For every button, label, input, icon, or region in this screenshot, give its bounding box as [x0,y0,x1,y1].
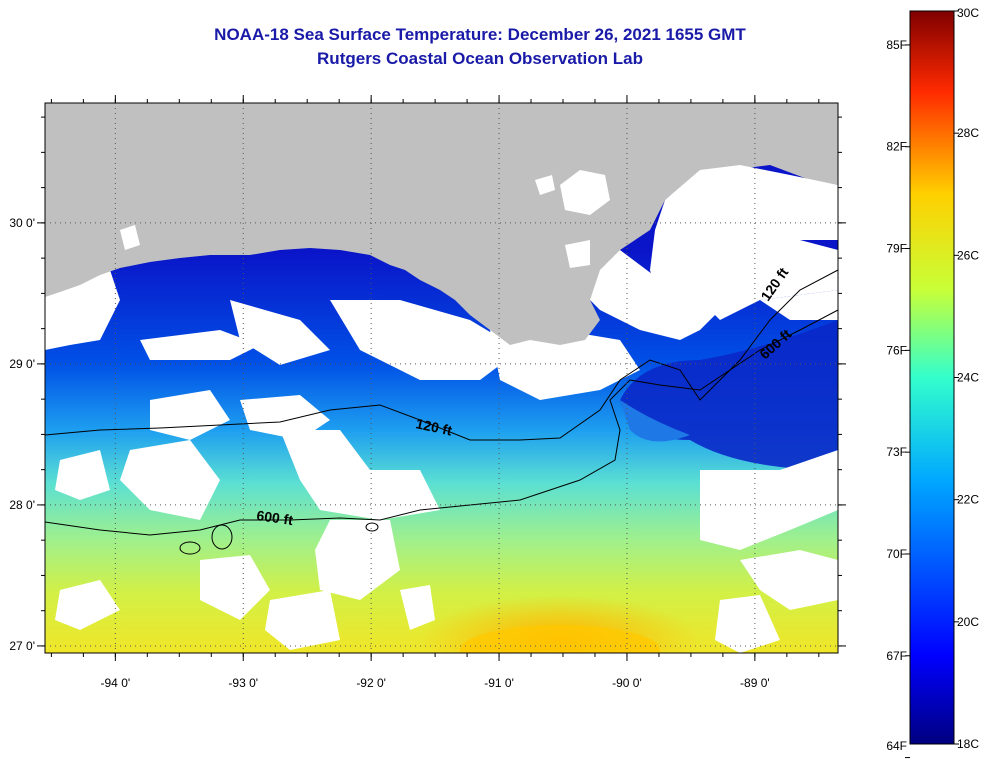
colorbar-label-fahrenheit: 70F [886,547,907,561]
depth-contours [45,269,838,555]
colorbar-label-fahrenheit: 82F [886,140,907,154]
colorbar-label-celsius: 30C [957,6,979,20]
colorbar-label-fahrenheit: 73F [886,445,907,459]
colorbar-celsius-labels: 30C 28C 26C 24C 22C 20C 18C [954,6,979,751]
colorbar [909,10,955,745]
colorbar-label-fahrenheit: 67F [886,649,907,663]
axis-ticks [37,95,846,661]
longitude-label: -93 0' [228,676,258,690]
longitude-label: -94 0' [101,676,131,690]
longitude-label: -89 0' [740,676,770,690]
latitude-labels: 30 0' 29 0' 28 0' 27 0' [9,216,35,653]
latitude-label: 30 0' [9,216,35,230]
latitude-label: 28 0' [9,498,35,512]
contour-label-600-west: 600 ft [256,507,295,528]
latitude-label: 29 0' [9,357,35,371]
contour-120ft [45,269,838,441]
colorbar-label-celsius: 22C [957,493,979,507]
colorbar-label-celsius: 26C [957,248,979,262]
map-subtitle: Rutgers Coastal Ocean Observation Lab [317,49,643,68]
colorbar-label-fahrenheit: 64F [886,739,907,753]
colorbar-label-fahrenheit: 85F [886,38,907,52]
longitude-label: -91 0' [484,676,514,690]
colorbar-label-celsius: 18C [957,737,979,751]
colorbar-label-celsius: 24C [957,371,979,385]
map-title: NOAA-18 Sea Surface Temperature: Decembe… [214,25,746,44]
longitude-label: -92 0' [356,676,386,690]
graticule [45,103,838,653]
colorbar-label-fahrenheit: 79F [886,242,907,256]
contour-label-120-west: 120 ft [414,415,453,438]
latitude-label: 27 0' [9,639,35,653]
colorbar-fahrenheit-labels: 85F 82F 79F 76F 73F 70F 67F 64F [886,38,910,759]
colorbar-label-celsius: 28C [957,126,979,140]
map-frame [44,102,839,654]
longitude-labels: -94 0' -93 0' -92 0' -91 0' -90 0' -89 0' [101,676,770,690]
longitude-label: -90 0' [612,676,642,690]
colorbar-label-celsius: 20C [957,615,979,629]
colorbar-label-fahrenheit: 76F [886,343,907,357]
